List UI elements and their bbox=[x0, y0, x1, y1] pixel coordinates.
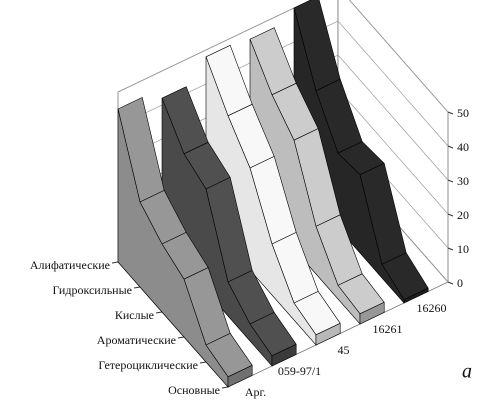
series-label: 16261 bbox=[373, 322, 403, 336]
category-tick bbox=[177, 336, 185, 339]
ribbon-end bbox=[403, 287, 429, 304]
category-tick bbox=[199, 361, 207, 364]
category-label: Алифатические bbox=[30, 258, 110, 272]
category-label: Кислые bbox=[115, 308, 154, 322]
category-label: Ароматические bbox=[97, 333, 176, 347]
z-tick-label: 0 bbox=[457, 276, 463, 290]
ribbon-end bbox=[315, 322, 341, 346]
grid-line bbox=[117, 0, 449, 113]
series-label: 16260 bbox=[417, 301, 447, 315]
z-tick bbox=[447, 111, 454, 115]
z-tick-label: 40 bbox=[457, 140, 469, 154]
category-tick bbox=[111, 261, 119, 264]
series-label: Арг. bbox=[245, 385, 266, 399]
category-tick bbox=[133, 286, 141, 289]
z-tick-label: 30 bbox=[457, 174, 469, 188]
ribbon-end bbox=[359, 301, 385, 325]
category-tick bbox=[155, 311, 163, 314]
ribbon-end bbox=[271, 343, 297, 367]
annotation: а bbox=[462, 361, 472, 383]
category-label: Основные bbox=[168, 383, 220, 397]
series-label: 45 bbox=[338, 343, 350, 357]
z-tick bbox=[447, 145, 454, 149]
z-tick bbox=[447, 179, 454, 183]
category-tick bbox=[221, 386, 229, 389]
z-tick-label: 10 bbox=[457, 242, 469, 256]
category-label: Гидроксильные bbox=[52, 283, 132, 297]
ribbon-end bbox=[227, 364, 253, 388]
z-tick bbox=[447, 247, 454, 251]
z-tick-label: 50 bbox=[457, 106, 469, 120]
category-label: Гетероциклические bbox=[98, 358, 198, 372]
grid-line bbox=[117, 20, 449, 147]
z-tick bbox=[447, 281, 454, 285]
series-label: 059-97/1 bbox=[278, 364, 321, 378]
z-tick bbox=[447, 213, 454, 217]
z-tick-label: 20 bbox=[457, 208, 469, 222]
